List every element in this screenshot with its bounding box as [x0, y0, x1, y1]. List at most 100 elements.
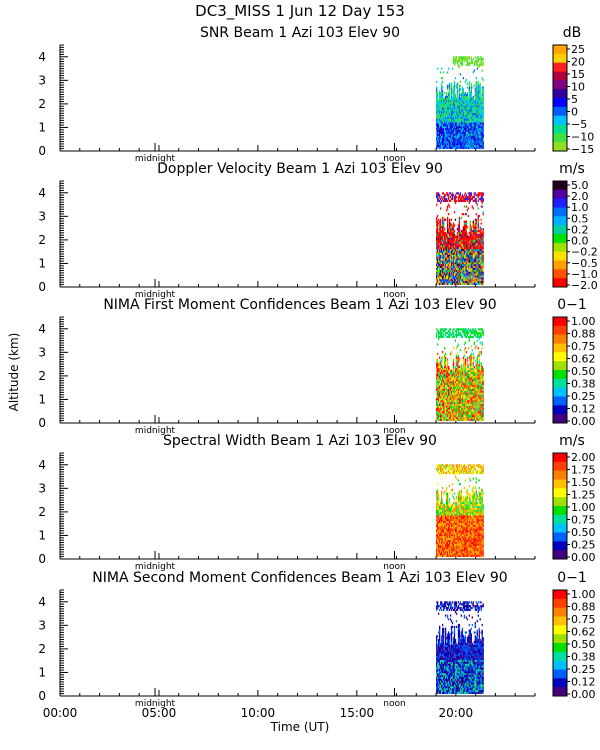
data-cell	[467, 347, 469, 350]
data-cell	[444, 199, 447, 203]
data-cell	[450, 235, 453, 238]
data-cell	[445, 101, 448, 104]
data-cell	[461, 90, 464, 93]
data-cell	[475, 222, 477, 225]
data-cell	[445, 369, 448, 372]
data-cell	[453, 267, 456, 270]
colorbar-label: 20	[571, 56, 585, 69]
data-cell	[446, 226, 449, 229]
data-cell	[465, 243, 468, 246]
data-cell	[437, 263, 439, 267]
data-cell	[468, 124, 470, 127]
data-cell	[448, 332, 451, 335]
data-cell	[474, 61, 476, 65]
data-cell	[471, 116, 473, 119]
data-cell	[438, 99, 440, 102]
data-cell	[459, 411, 462, 414]
data-cell	[470, 330, 472, 333]
data-cell	[436, 220, 438, 223]
data-cell	[466, 243, 469, 246]
y-tick-label: 3	[38, 73, 46, 87]
data-cell	[472, 280, 474, 284]
data-cell	[455, 56, 458, 59]
data-cell	[468, 367, 470, 371]
data-cell	[436, 335, 438, 339]
data-cell	[458, 252, 461, 255]
data-cell	[476, 277, 478, 280]
data-cell	[473, 120, 475, 123]
data-cell	[455, 271, 458, 274]
data-cell	[472, 414, 474, 418]
data-cell	[439, 365, 441, 369]
data-cell	[445, 126, 448, 129]
data-cell	[462, 416, 465, 420]
data-cell	[476, 243, 478, 246]
data-cell	[436, 101, 438, 104]
data-cell	[474, 282, 476, 285]
data-cell	[453, 144, 456, 148]
data-cell	[461, 142, 464, 146]
data-cell	[461, 133, 464, 136]
data-cell	[441, 280, 444, 284]
data-cell	[470, 360, 472, 363]
data-cell	[462, 239, 465, 242]
data-cell	[438, 124, 440, 127]
data-cell	[468, 414, 470, 418]
data-cell	[463, 194, 466, 197]
data-cell	[467, 403, 469, 406]
data-cell	[451, 127, 454, 131]
colorbar-units: m/s	[559, 161, 585, 177]
data-cell	[458, 58, 461, 61]
data-cell	[479, 245, 481, 248]
data-cell	[471, 254, 473, 257]
data-cell	[438, 373, 440, 376]
data-cell	[437, 235, 439, 238]
data-cell	[455, 258, 458, 261]
data-cell	[469, 413, 471, 416]
data-cell	[456, 398, 459, 401]
data-cell	[441, 226, 444, 229]
data-cell	[444, 381, 447, 384]
data-cell	[446, 194, 449, 197]
data-cell	[446, 271, 449, 274]
data-cell	[471, 411, 473, 414]
data-cell	[471, 142, 473, 146]
data-cell	[445, 263, 448, 267]
data-cell	[449, 377, 452, 380]
data-cell	[474, 241, 476, 244]
y-tick-label: 2	[38, 369, 46, 383]
data-cell	[450, 118, 453, 121]
data-cell	[471, 131, 473, 134]
data-cell	[470, 126, 472, 129]
data-cell	[454, 110, 457, 114]
data-cell	[447, 142, 450, 146]
data-cell	[468, 90, 470, 93]
data-cell	[465, 392, 468, 395]
data-cell	[454, 133, 457, 136]
data-cell	[446, 127, 449, 131]
data-cell	[462, 58, 465, 61]
data-cell	[446, 364, 449, 367]
data-cell	[478, 254, 480, 257]
data-cell	[443, 414, 446, 418]
data-cell	[442, 373, 445, 376]
data-cell	[437, 388, 439, 391]
data-cell	[468, 260, 470, 263]
data-cell	[446, 71, 449, 74]
data-cell	[448, 333, 451, 337]
data-cell	[452, 245, 455, 248]
data-cell	[457, 330, 460, 333]
data-cell	[467, 107, 469, 110]
data-cell	[472, 392, 474, 395]
data-cell	[469, 122, 471, 125]
data-cell	[456, 105, 459, 108]
data-cell	[470, 354, 472, 357]
data-cell	[440, 137, 442, 140]
data-cell	[440, 239, 443, 242]
data-cell	[442, 71, 445, 74]
colorbar-label: 1.00	[571, 315, 596, 328]
data-cell	[458, 112, 461, 116]
data-cell	[481, 282, 483, 285]
data-cell	[466, 135, 469, 138]
data-cell	[447, 377, 450, 380]
